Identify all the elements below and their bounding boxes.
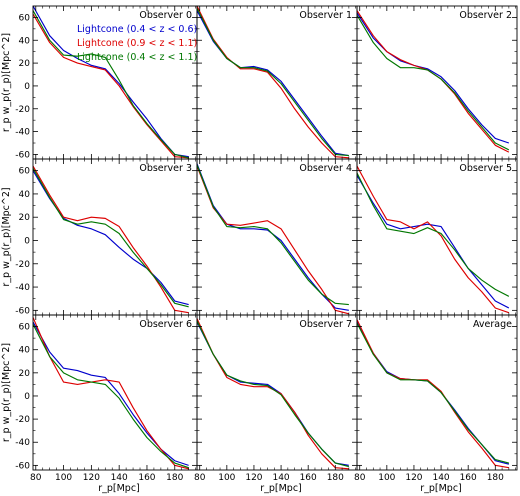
y-tick-label: 0 (24, 82, 30, 92)
y-tick-label: 0 (24, 392, 30, 402)
x-tick-label: 100 (55, 473, 72, 483)
panel-3: -60 -40 -20 0 20 40 60 r_p w_p(r_p)[Mpc^2] Obser… (1, 158, 198, 316)
y-tick-label: 20 (19, 369, 31, 379)
series-line-2 (33, 323, 189, 469)
x-tick-label: 120 (245, 473, 262, 483)
panel-title: Observer 4 (299, 163, 352, 174)
y-tick-label: 60 (19, 167, 31, 177)
panel-title: Observer 0 (139, 10, 192, 21)
panel-1: Observer 1 (196, 5, 358, 160)
series-line-0 (33, 170, 189, 306)
series-line-1 (357, 165, 510, 314)
series-line-1 (357, 319, 509, 469)
x-tick-label: 180 (487, 473, 504, 483)
x-tick-label: 120 (405, 473, 422, 483)
panel-title: Observer 7 (299, 319, 352, 330)
x-tick-label: 140 (111, 473, 128, 483)
y-axis-label: r_p w_p(r_p)[Mpc^2] (1, 343, 12, 442)
x-tick-label: 160 (460, 473, 477, 483)
panel-title: Observer 3 (139, 163, 192, 174)
x-tick-label: 120 (83, 473, 100, 483)
y-tick-label: -20 (15, 105, 30, 115)
x-tick-label: 180 (166, 473, 183, 483)
x-tick-label: 140 (432, 473, 449, 483)
series-line-2 (197, 164, 349, 306)
x-tick-label: 80 (194, 473, 206, 483)
panel-title: Observer 2 (459, 10, 512, 21)
series-line-2 (197, 320, 350, 468)
panel-frame (32, 158, 198, 316)
panel-2: Observer 2 (356, 5, 518, 160)
panel-frame (356, 158, 518, 316)
legend-entry-1: Lightcone (0.9 < z < 1.1) (77, 38, 197, 49)
x-tick-label: 100 (218, 473, 235, 483)
series-line-0 (33, 321, 189, 466)
series-line-1 (197, 6, 349, 159)
series-line-0 (197, 163, 349, 311)
panel-title: Observer 6 (139, 319, 192, 330)
series-line-0 (357, 12, 510, 144)
y-tick-label: 40 (19, 36, 31, 46)
legend-entry-2: Lightcone (0.4 < z < 1.1) (77, 52, 197, 63)
y-tick-label: -60 (15, 461, 30, 471)
x-tick-label: 140 (272, 473, 289, 483)
series-line-0 (357, 175, 510, 309)
series-line-1 (197, 318, 349, 470)
legend-entry-0: Lightcone (0.4 < z < 0.6) (77, 24, 197, 35)
x-tick-label: 80 (30, 473, 42, 483)
panel-frame (32, 314, 198, 471)
x-tick-label: 160 (138, 473, 155, 483)
x-tick-label: 100 (378, 473, 395, 483)
series-line-0 (357, 321, 510, 465)
series-line-2 (357, 14, 510, 151)
panel-frame (356, 314, 518, 471)
panel-5: Observer 5 (356, 158, 518, 316)
y-tick-label: 20 (19, 59, 31, 69)
x-axis-label: r_p[Mpc] (98, 483, 140, 494)
y-tick-label: 0 (24, 236, 30, 246)
y-tick-label: 20 (19, 213, 31, 223)
panel-title: Observer 5 (459, 163, 512, 174)
series-line-0 (33, 6, 189, 158)
panel-6: -60 -40 -20 0 20 40 60 r_p w_p(r_p)[Mpc^2] 80 100… (1, 314, 198, 494)
y-tick-label: -40 (15, 283, 30, 293)
y-tick-label: -20 (15, 260, 30, 270)
x-axis-label: r_p[Mpc] (260, 483, 302, 494)
series-line-2 (33, 10, 189, 159)
panel-4: Observer 4 (196, 158, 358, 316)
y-tick-label: -20 (15, 415, 30, 425)
panel-8: 80 100 120 140 160 180 r_p[Mpc] Average (354, 314, 518, 494)
panel-title: Average (473, 319, 512, 330)
series-line-1 (33, 13, 189, 159)
y-tick-label: 60 (19, 323, 31, 333)
series-line-0 (197, 10, 349, 157)
y-tick-label: 60 (19, 13, 31, 23)
y-tick-label: -60 (15, 306, 30, 316)
y-axis-label: r_p w_p(r_p)[Mpc^2] (1, 33, 12, 132)
y-axis-label: r_p w_p(r_p)[Mpc^2] (1, 187, 12, 286)
y-tick-label: -40 (15, 438, 30, 448)
y-tick-label: 40 (19, 346, 31, 356)
panel-0: -60 -40 -20 0 20 40 60 r_p w_p(r_p)[Mpc^2] Obser… (1, 5, 198, 160)
panel-title: Observer 1 (299, 10, 352, 21)
x-tick-label: 160 (300, 473, 317, 483)
y-tick-label: -40 (15, 128, 30, 138)
series-line-1 (33, 317, 189, 470)
series-line-1 (33, 165, 189, 314)
series-line-1 (197, 165, 350, 315)
x-tick-label: 180 (327, 473, 344, 483)
y-tick-label: -60 (15, 150, 30, 160)
series-line-2 (357, 322, 510, 464)
series-line-1 (357, 10, 510, 153)
series-line-0 (197, 321, 349, 466)
panel-frame (196, 5, 358, 160)
series-line-2 (33, 168, 189, 308)
x-axis-label: r_p[Mpc] (420, 483, 462, 494)
x-tick-label: 80 (354, 473, 366, 483)
panel-7: 80 100 120 140 160 180 r_p[Mpc] Observer 7 (194, 314, 358, 494)
series-line-2 (197, 8, 349, 157)
series-line-2 (357, 172, 510, 297)
y-tick-label: 40 (19, 190, 31, 200)
